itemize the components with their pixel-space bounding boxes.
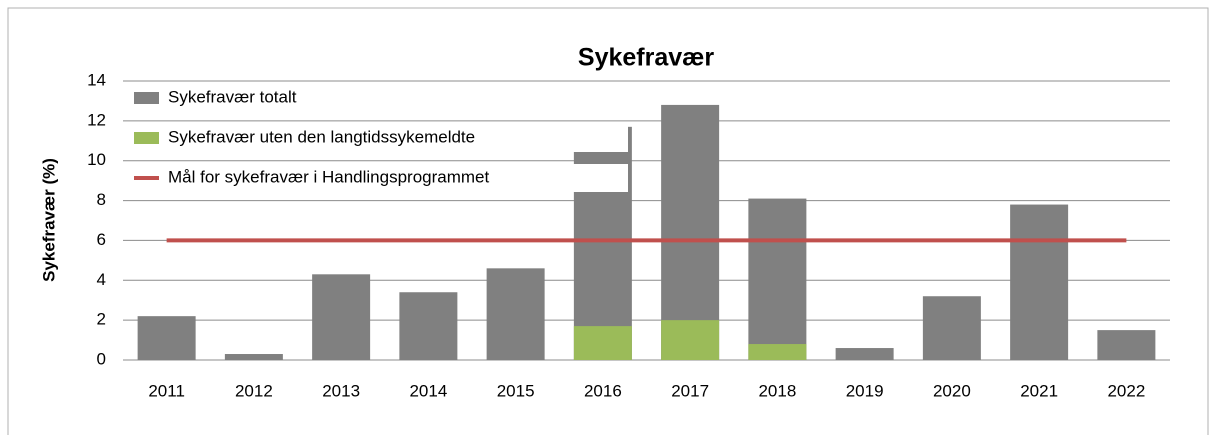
x-tick-label: 2022 <box>1107 381 1145 400</box>
y-tick-label: 10 <box>87 150 106 169</box>
y-tick-label: 0 <box>97 349 106 368</box>
x-tick-label: 2020 <box>933 381 971 400</box>
bar <box>312 274 371 360</box>
legend-swatch <box>134 132 159 144</box>
x-tick-label: 2014 <box>409 381 447 400</box>
bar <box>399 292 458 360</box>
x-tick-label: 2013 <box>322 381 360 400</box>
x-tick-label: 2019 <box>846 381 884 400</box>
bar <box>748 344 807 360</box>
bar <box>922 296 981 360</box>
chart-title: Sykefravær <box>578 44 714 72</box>
bar <box>835 348 894 360</box>
legend-label: Sykefravær totalt <box>168 87 297 106</box>
legend-swatch <box>134 92 159 104</box>
bar <box>1097 330 1156 360</box>
bar <box>661 104 720 361</box>
legend-background <box>128 164 628 192</box>
bar <box>137 316 196 360</box>
chart-frame <box>7 7 1209 435</box>
x-tick-label: 2015 <box>497 381 535 400</box>
y-tick-label: 4 <box>97 270 106 289</box>
x-tick-label: 2016 <box>584 381 622 400</box>
y-tick-label: 2 <box>97 310 106 329</box>
bar <box>1010 204 1069 360</box>
x-tick-label: 2012 <box>235 381 273 400</box>
y-tick-label: 8 <box>97 190 106 209</box>
legend-label: Mål for sykefravær i Handlingsprogrammet <box>168 167 489 186</box>
bar <box>661 320 720 360</box>
bar <box>224 354 283 360</box>
y-tick-label: 12 <box>87 110 106 129</box>
y-tick-label: 14 <box>87 70 106 89</box>
x-tick-label: 2018 <box>758 381 796 400</box>
legend-background <box>128 84 628 112</box>
legend-label: Sykefravær uten den langtidssykemeldte <box>168 127 475 146</box>
bar <box>573 126 632 360</box>
bar <box>748 198 807 360</box>
bar <box>573 326 632 360</box>
x-tick-label: 2011 <box>148 381 185 400</box>
bar <box>486 268 545 360</box>
x-tick-label: 2021 <box>1020 381 1058 400</box>
y-axis-label: Sykefravær (%) <box>39 158 58 282</box>
legend-background <box>128 124 628 152</box>
x-tick-label: 2017 <box>671 381 709 400</box>
y-tick-label: 6 <box>97 230 106 249</box>
